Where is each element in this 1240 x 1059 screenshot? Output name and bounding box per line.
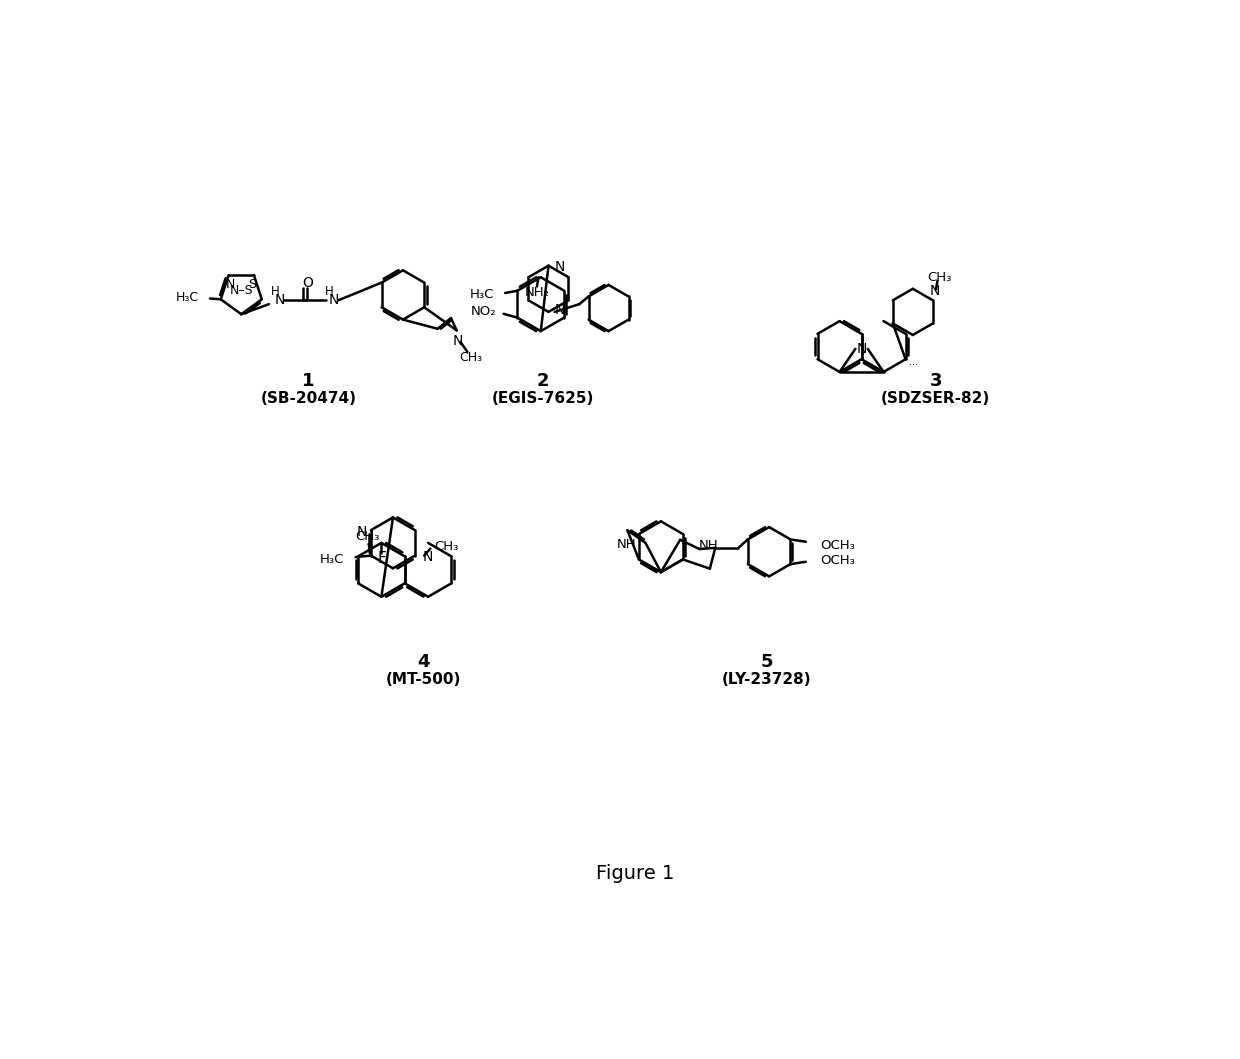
Text: H₃C: H₃C	[320, 553, 343, 566]
Text: N: N	[554, 303, 565, 318]
Text: (MT-500): (MT-500)	[386, 671, 461, 686]
Text: CH₃: CH₃	[434, 540, 459, 553]
Text: H: H	[325, 285, 334, 298]
Text: OCH₃: OCH₃	[820, 539, 854, 552]
Text: NH: NH	[616, 538, 636, 551]
Text: 2: 2	[537, 372, 549, 390]
Text: N: N	[453, 335, 464, 348]
Text: 3: 3	[930, 372, 942, 390]
Text: N: N	[857, 342, 867, 356]
Text: ...: ...	[909, 357, 919, 366]
Text: NH₂: NH₂	[525, 286, 549, 299]
Text: S: S	[248, 277, 257, 291]
Text: N: N	[274, 293, 285, 307]
Text: 4: 4	[418, 653, 430, 671]
Text: O: O	[303, 276, 312, 290]
Text: CH₃: CH₃	[355, 530, 379, 543]
Text: H₃C: H₃C	[470, 288, 495, 301]
Text: (SDZSER-82): (SDZSER-82)	[882, 391, 991, 406]
Text: NH: NH	[699, 539, 718, 552]
Text: CH₃: CH₃	[926, 271, 951, 284]
Text: F: F	[377, 551, 386, 566]
Text: Figure 1: Figure 1	[596, 864, 675, 883]
Text: (SB-20474): (SB-20474)	[260, 391, 356, 406]
Text: N–S: N–S	[229, 284, 253, 298]
Text: 5: 5	[760, 653, 773, 671]
Text: (EGIS-7625): (EGIS-7625)	[492, 391, 594, 406]
Text: N: N	[929, 284, 940, 298]
Text: OCH₃: OCH₃	[820, 554, 854, 567]
Text: H: H	[270, 285, 279, 298]
Text: 1: 1	[303, 372, 315, 390]
Text: N: N	[329, 293, 339, 307]
Text: (LY-23728): (LY-23728)	[722, 671, 811, 686]
Text: N: N	[226, 277, 234, 291]
Text: N: N	[423, 550, 433, 564]
Text: N: N	[357, 524, 367, 539]
Text: CH₃: CH₃	[459, 351, 482, 364]
Text: H₃C: H₃C	[176, 291, 200, 304]
Text: N: N	[554, 261, 565, 274]
Text: NO₂: NO₂	[470, 305, 496, 318]
